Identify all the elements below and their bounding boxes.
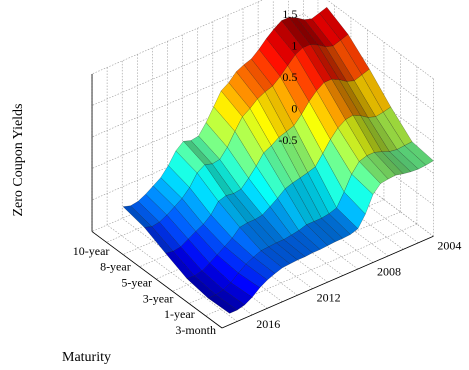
maturity-axis-title: Maturity <box>62 350 111 365</box>
maturity-tick-label: 1-year <box>164 307 195 321</box>
z-tick-label: 0.5 <box>282 70 297 84</box>
gridline-z <box>91 76 434 174</box>
year-tick-label: 2012 <box>317 291 341 305</box>
axis-line <box>91 231 223 329</box>
z-tick-label: 0 <box>291 101 297 115</box>
z-tick-label: -0.5 <box>278 133 297 147</box>
year-tick-label: 2004 <box>437 238 461 252</box>
gridline-z <box>91 0 434 80</box>
maturity-tick-label: 8-year <box>100 260 131 274</box>
maturity-tick-label: 3-year <box>143 291 174 305</box>
gridline-z <box>91 44 434 143</box>
gridline-z <box>91 13 434 111</box>
maturity-tick-label: 3-month <box>175 323 216 337</box>
z-axis-title: Zero Coupon Yields <box>11 103 26 216</box>
gridline-z <box>91 107 434 206</box>
year-tick-label: 2008 <box>377 265 401 279</box>
yield-surface <box>122 6 434 314</box>
year-tick-label: 2016 <box>256 317 280 331</box>
z-tick-label: 1.5 <box>282 7 297 21</box>
maturity-tick-label: 10-year <box>73 244 110 258</box>
axis-line <box>221 235 434 329</box>
surface-facet <box>207 294 238 314</box>
maturity-tick-label: 5-year <box>121 276 152 290</box>
z-tick-label: 1 <box>291 38 297 52</box>
chart-tick-labels: -0.500.511.5220042008201220163-month1-ye… <box>73 7 462 337</box>
